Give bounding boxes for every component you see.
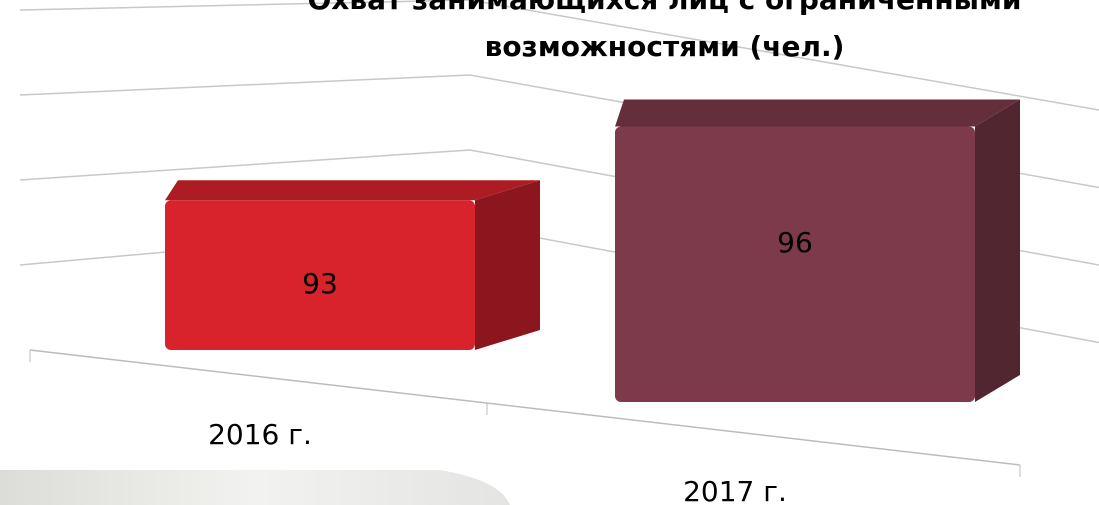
x-tick-label: 2016 г. <box>208 418 312 451</box>
bar-front <box>615 126 975 402</box>
chart-title: Охват занимающихся лиц с ограниченными в… <box>307 0 1021 63</box>
bar-top <box>615 99 1020 127</box>
decor-image <box>0 470 510 505</box>
data-label: 96 <box>777 226 813 259</box>
x-tick-label: 2017 г. <box>683 475 787 505</box>
grid-line <box>19 0 1099 111</box>
bar <box>615 99 1020 402</box>
bar-top <box>165 180 540 201</box>
bar <box>165 180 540 350</box>
data-label: 93 <box>302 267 338 300</box>
bar-side <box>475 180 540 350</box>
floor-edge <box>29 349 1021 466</box>
bar-side <box>975 99 1020 402</box>
bar-front <box>165 200 475 350</box>
